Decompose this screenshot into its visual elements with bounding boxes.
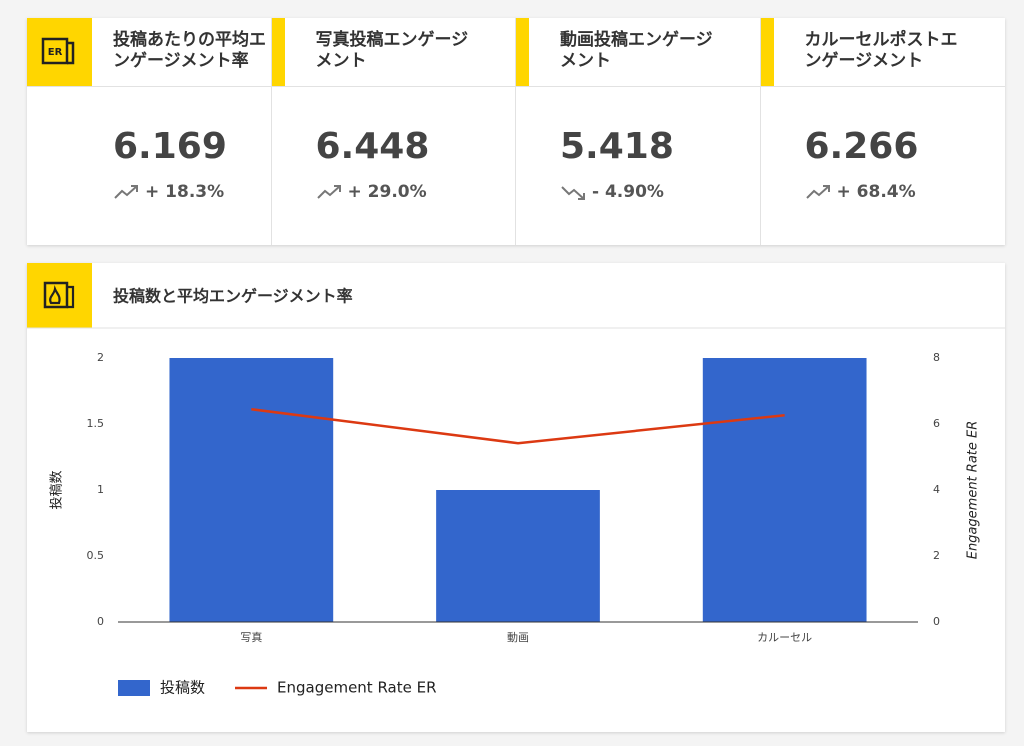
- kpi-card: 投稿あたりの平均エンゲージメント率 6.169 + 18.3%: [27, 18, 272, 245]
- card-header: [27, 18, 271, 87]
- kpi-card: 写真投稿エンゲージメント 6.448 + 29.0%: [271, 18, 516, 245]
- y2-tick-label: 6: [933, 417, 940, 430]
- bar: [702, 358, 867, 622]
- x-tick-label: 写真: [240, 630, 262, 644]
- y-axis-label: 投稿数: [49, 470, 65, 509]
- bar: [436, 490, 600, 622]
- card-change: - 4.90%: [560, 182, 664, 202]
- y-tick-label: 2: [97, 351, 104, 364]
- chart-panel: 投稿数と平均エンゲージメント率 0 0.5 1 1.5 2 0 2 4 6 8 投稿数 Engagem…: [27, 263, 1005, 732]
- bar: [169, 358, 334, 622]
- legend-label: 投稿数: [160, 679, 205, 697]
- change-text: + 18.3%: [145, 182, 225, 202]
- y-tick-label: 1.5: [87, 417, 105, 430]
- card-header: [760, 18, 1005, 87]
- card-value: 6.448: [315, 126, 430, 167]
- chart: 投稿数と平均エンゲージメント率 0 0.5 1 1.5 2 0 2 4 6 8 投稿数 Engagem…: [27, 263, 1005, 697]
- y2-tick-label: 0: [933, 615, 940, 628]
- card-header: [516, 18, 760, 87]
- card-value: 5.418: [560, 126, 674, 167]
- y2-tick-label: 2: [933, 549, 940, 562]
- card-title: 写真投稿エンゲージメント: [315, 30, 469, 71]
- y2-tick-label: 4: [933, 483, 940, 496]
- legend-swatch: [118, 680, 150, 696]
- accent-strip: [271, 18, 285, 86]
- y-tick-label: 0.5: [87, 549, 105, 562]
- card-value: 6.169: [113, 126, 227, 167]
- kpi-panel: ER 投稿あたりの平均エンゲージメント率 6.169 + 18.3% 写真投稿エンゲー…: [27, 18, 1005, 245]
- trend-icon: [805, 185, 830, 199]
- x-tick-label: 動画: [507, 630, 529, 644]
- trend-icon: [316, 185, 341, 199]
- accent-strip: [760, 18, 774, 86]
- chart-icon: [43, 281, 69, 309]
- y-tick-label: 0: [97, 615, 104, 628]
- er-icon: ER: [27, 18, 92, 86]
- svg-text:ER: ER: [48, 47, 63, 58]
- legend-label: Engagement Rate ER: [277, 679, 437, 697]
- change-text: + 68.4%: [836, 182, 916, 202]
- kpi-card: 動画投稿エンゲージメント 5.418 - 4.90%: [516, 18, 761, 245]
- x-tick-label: カルーセル: [757, 631, 812, 644]
- chart-title: 投稿数と平均エンゲージメント率: [113, 287, 353, 306]
- change-text: - 4.90%: [592, 182, 664, 202]
- line: [251, 407, 785, 445]
- card-value: 6.266: [804, 126, 919, 167]
- card-header: [271, 18, 515, 87]
- y-tick-label: 1: [97, 483, 104, 496]
- card-change: + 68.4%: [805, 182, 916, 202]
- accent-strip: [516, 18, 529, 86]
- trend-icon: [561, 186, 585, 200]
- change-text: + 29.0%: [347, 182, 427, 202]
- chart-icon: [49, 284, 75, 309]
- y2-axis-label: Engagement Rate ER: [966, 421, 981, 560]
- y2-tick-label: 8: [933, 351, 940, 364]
- card-change: + 29.0%: [316, 182, 427, 202]
- card-title: カルーセルポストエンゲージメント: [804, 30, 958, 71]
- kpi-card: カルーセルポストエンゲージメント 6.266 + 68.4%: [760, 18, 1005, 245]
- card-title: 投稿あたりの平均エンゲージメント率: [113, 30, 266, 71]
- card-change: + 18.3%: [113, 182, 224, 202]
- card-title: 動画投稿エンゲージメント: [560, 30, 713, 71]
- trend-icon: [114, 185, 138, 199]
